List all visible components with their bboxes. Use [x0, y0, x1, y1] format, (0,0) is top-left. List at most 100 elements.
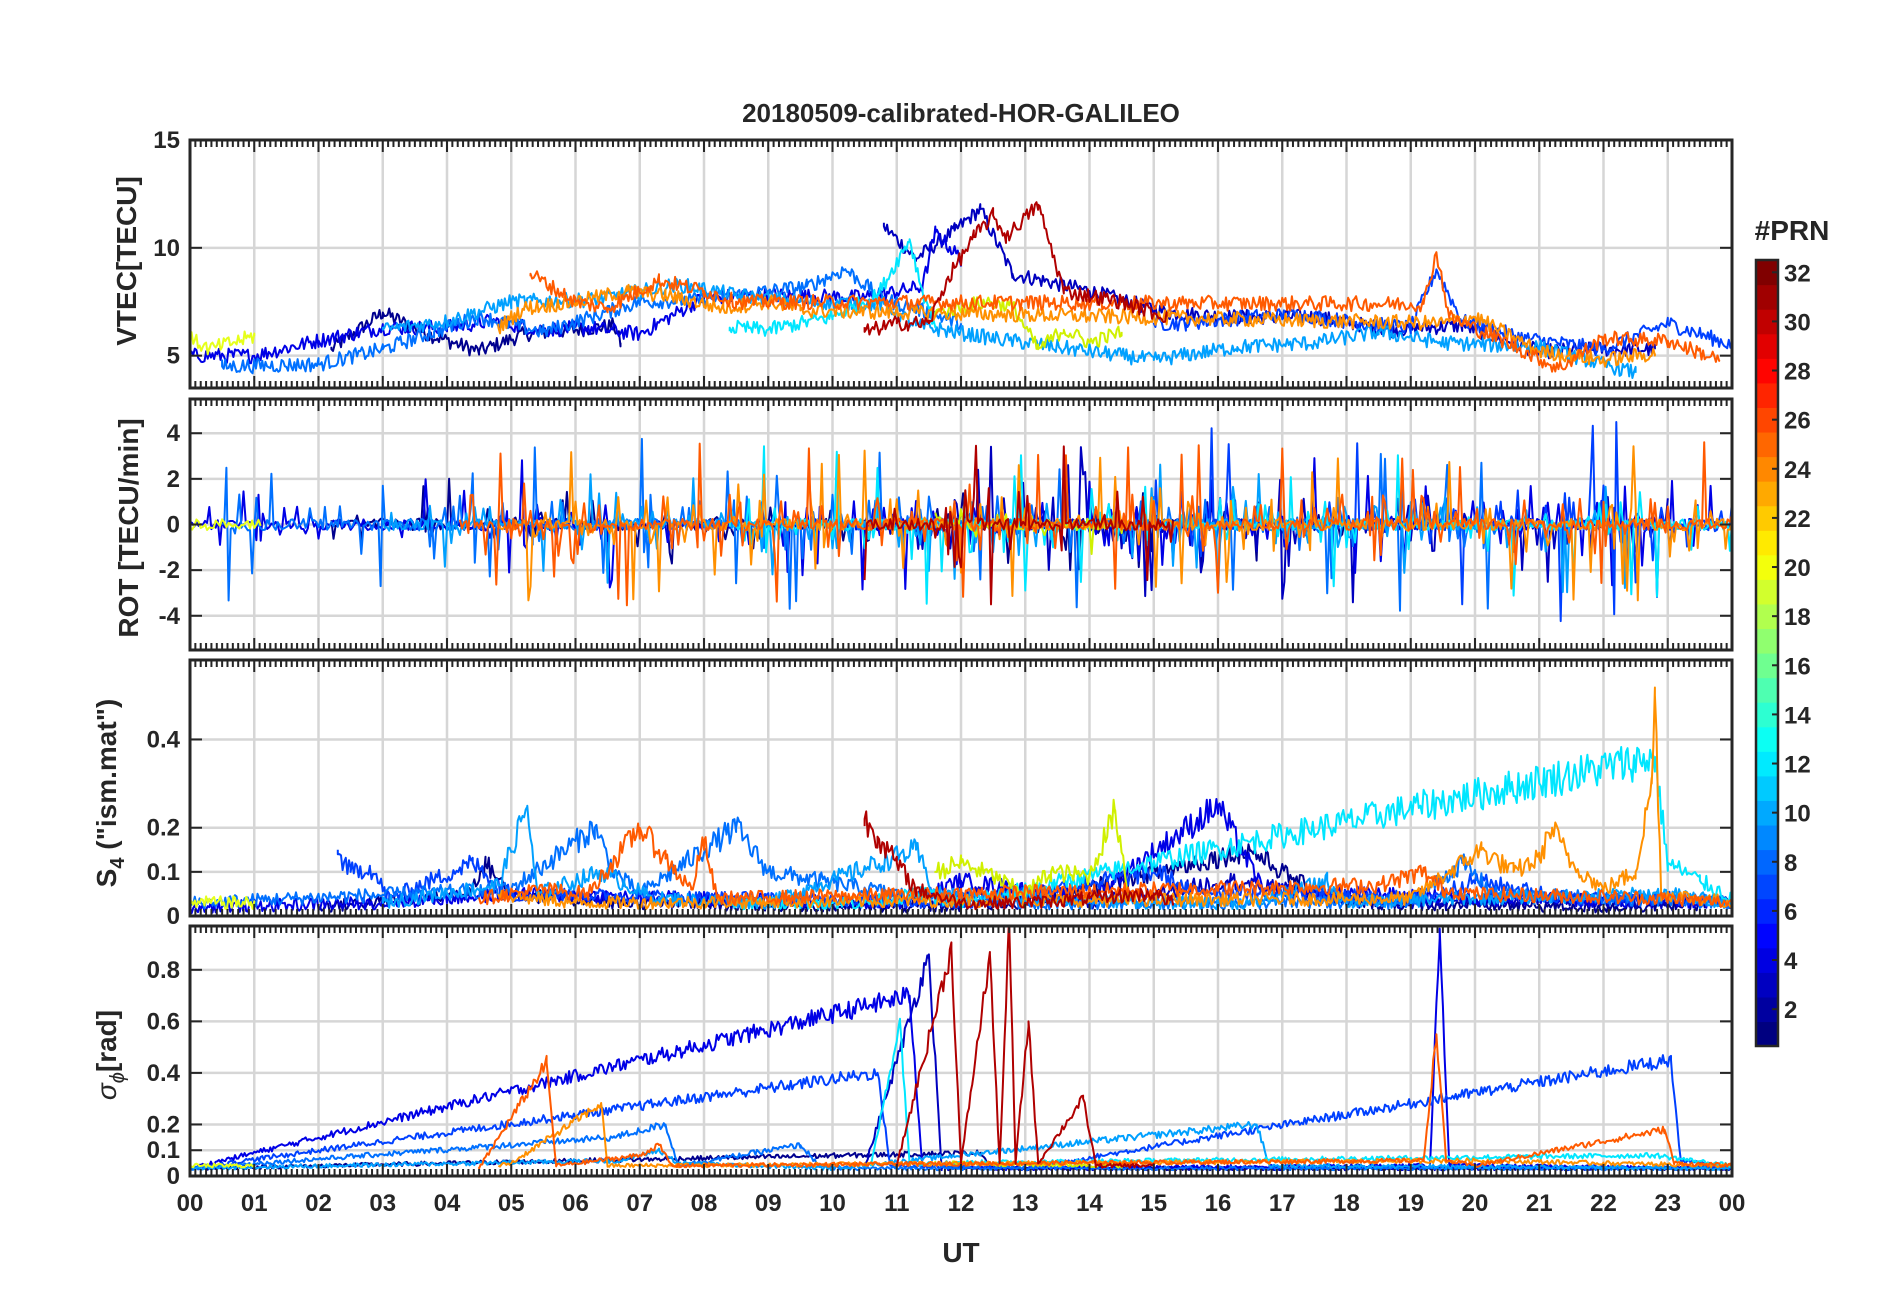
- colorbar-segment: [1756, 824, 1778, 851]
- x-tick-label: 04: [434, 1190, 461, 1217]
- colorbar-frame: [1754, 258, 1780, 1048]
- panel-vtec-series: [190, 201, 1732, 379]
- colorbar-tick-label: 2: [1784, 997, 1797, 1024]
- panel-rot-series: [190, 421, 1732, 623]
- y-axis-label-s4-text: S4 ("ism.mat"): [91, 699, 129, 888]
- series-line-prn-30: [895, 926, 1155, 1169]
- colorbar-tick-label: 28: [1784, 359, 1811, 386]
- x-tick-label: 12: [948, 1190, 975, 1217]
- x-tick-label: 10: [819, 1190, 846, 1217]
- colorbar-tick-label: 24: [1784, 457, 1811, 484]
- x-tick-label: 08: [691, 1190, 718, 1217]
- colorbar-segment: [1756, 530, 1778, 556]
- x-tick-label: 06: [562, 1190, 589, 1217]
- series-line-prn-8: [221, 266, 962, 375]
- x-tick-label: 17: [1269, 1190, 1296, 1217]
- y-tick-label: 0: [167, 1163, 180, 1190]
- colorbar-segment: [1756, 358, 1778, 384]
- colorbar-tick-label: 4: [1784, 948, 1798, 975]
- series-line-prn-12: [728, 238, 937, 337]
- colorbar-segment: [1756, 653, 1778, 679]
- y-axis-label-rot: ROT [TECU/min]: [113, 418, 144, 637]
- colorbar-segment: [1756, 603, 1778, 630]
- colorbar-segment: [1756, 947, 1778, 973]
- sigma-label-main: σ: [91, 1082, 122, 1100]
- colorbar-segment: [1756, 874, 1778, 900]
- colorbar-segment: [1756, 309, 1778, 335]
- colorbar-segment: [1756, 505, 1778, 531]
- colorbar-tick-label: 18: [1784, 604, 1811, 631]
- series-line-prn-19: [190, 518, 262, 531]
- series-line-prn-3: [190, 225, 962, 365]
- x-tick-label: 23: [1654, 1190, 1681, 1217]
- x-tick-label: 16: [1205, 1190, 1232, 1217]
- y-axis-label-s4: S4 ("ism.mat"): [91, 699, 129, 888]
- colorbar-segment: [1756, 972, 1778, 998]
- x-tick-label: 00: [1719, 1190, 1746, 1217]
- series-line-prn-19: [190, 895, 256, 910]
- colorbar-segment: [1756, 726, 1778, 752]
- s4-label-main: S: [91, 869, 122, 888]
- colorbar-tick-label: 22: [1784, 506, 1811, 533]
- x-tick-label: 09: [755, 1190, 782, 1217]
- y-tick-label: 4: [167, 420, 181, 447]
- y-tick-label: 0: [167, 903, 180, 930]
- colorbar-segment: [1756, 284, 1778, 310]
- colorbar-tick-label: 32: [1784, 260, 1811, 287]
- colorbar-segment: [1756, 579, 1778, 605]
- colorbar-tick-label: 12: [1784, 752, 1811, 779]
- colorbar-segment: [1756, 702, 1778, 728]
- x-tick-label: 15: [1140, 1190, 1167, 1217]
- y-tick-label: -4: [159, 603, 181, 630]
- series-line-prn-19: [190, 330, 256, 356]
- y-tick-label: 0.4: [147, 1060, 181, 1087]
- colorbar-segment: [1756, 431, 1778, 458]
- panel-s4-series: [190, 686, 1732, 915]
- y-tick-label: 0.6: [147, 1008, 180, 1035]
- series-line-prn-23: [497, 283, 1656, 368]
- y-tick-label: 0.4: [147, 726, 181, 753]
- x-tick-label: 20: [1462, 1190, 1489, 1217]
- y-tick-label: -2: [159, 557, 180, 584]
- colorbar-segment: [1756, 996, 1778, 1023]
- x-tick-label: 21: [1526, 1190, 1553, 1217]
- series-line-prn-25: [478, 822, 1732, 908]
- colorbar-tick-label: 14: [1784, 702, 1811, 729]
- s4-label-sub: 4: [107, 857, 129, 869]
- colorbar-segment: [1756, 260, 1778, 286]
- x-tick-label: 05: [498, 1190, 525, 1217]
- colorbar-segment: [1756, 554, 1778, 580]
- colorbar-tick-label: 16: [1784, 653, 1811, 680]
- y-tick-label: 0.8: [147, 957, 180, 984]
- sigma-label-sub: ϕ: [107, 1072, 129, 1083]
- colorbar-segment: [1756, 775, 1778, 801]
- x-tick-label: 01: [241, 1190, 268, 1217]
- colorbar-segment: [1756, 407, 1778, 433]
- data-layer: [190, 201, 1732, 1172]
- series-line-prn-10: [381, 277, 1637, 379]
- x-tick-label: 02: [305, 1190, 332, 1217]
- colorbar-segment: [1756, 677, 1778, 703]
- colorbar-segment: [1756, 333, 1778, 359]
- colorbar-tick-label: 26: [1784, 408, 1811, 435]
- x-tick-label: 22: [1590, 1190, 1617, 1217]
- x-tick-label: 11: [884, 1190, 909, 1217]
- series-line-prn-30: [863, 810, 1174, 911]
- series-line-prn-30: [863, 201, 1168, 336]
- x-tick-label: 19: [1397, 1190, 1424, 1217]
- x-tick-label: 00: [177, 1190, 204, 1217]
- series-line-prn-25: [458, 441, 1732, 607]
- series-line-prn-30: [863, 444, 1174, 606]
- y-axis-label-rot-text: ROT [TECU/min]: [113, 418, 144, 637]
- colorbar-tick-label: 30: [1784, 309, 1811, 336]
- colorbar-tick-label: 20: [1784, 555, 1811, 582]
- series-line-prn-1: [330, 307, 622, 357]
- x-tick-label: 18: [1333, 1190, 1360, 1217]
- y-tick-label: 2: [167, 466, 180, 493]
- x-tick-label: 13: [1012, 1190, 1039, 1217]
- colorbar-segment: [1756, 751, 1778, 777]
- x-tick-label: 03: [369, 1190, 396, 1217]
- colorbar-segment: [1756, 382, 1778, 408]
- x-axis-label: UT: [942, 1237, 979, 1268]
